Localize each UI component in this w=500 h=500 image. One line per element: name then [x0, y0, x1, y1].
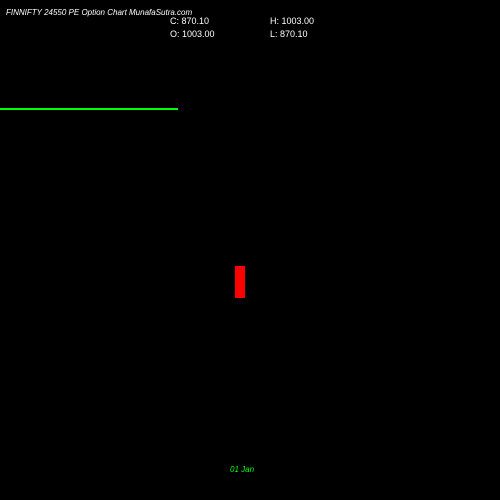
high-value: 1003.00: [282, 16, 315, 26]
close-value: 870.10: [182, 16, 210, 26]
open-value: 1003.00: [182, 29, 215, 39]
reference-line: [0, 108, 178, 110]
x-axis-label: 01 Jan: [230, 465, 254, 474]
open-cell: O: 1003.00: [170, 28, 270, 41]
low-value: 870.10: [280, 29, 308, 39]
ohlc-row-2: O: 1003.00 L: 870.10: [170, 28, 370, 41]
open-label: O:: [170, 29, 180, 39]
high-cell: H: 1003.00: [270, 15, 370, 28]
low-cell: L: 870.10: [270, 28, 370, 41]
high-label: H:: [270, 16, 279, 26]
ohlc-row-1: C: 870.10 H: 1003.00: [170, 15, 370, 28]
low-label: L:: [270, 29, 278, 39]
chart-title: FINNIFTY 24550 PE Option Chart MunafaSut…: [6, 8, 192, 17]
ohlc-panel: C: 870.10 H: 1003.00 O: 1003.00 L: 870.1…: [170, 15, 370, 40]
close-label: C:: [170, 16, 179, 26]
close-cell: C: 870.10: [170, 15, 270, 28]
candle: [235, 266, 245, 298]
